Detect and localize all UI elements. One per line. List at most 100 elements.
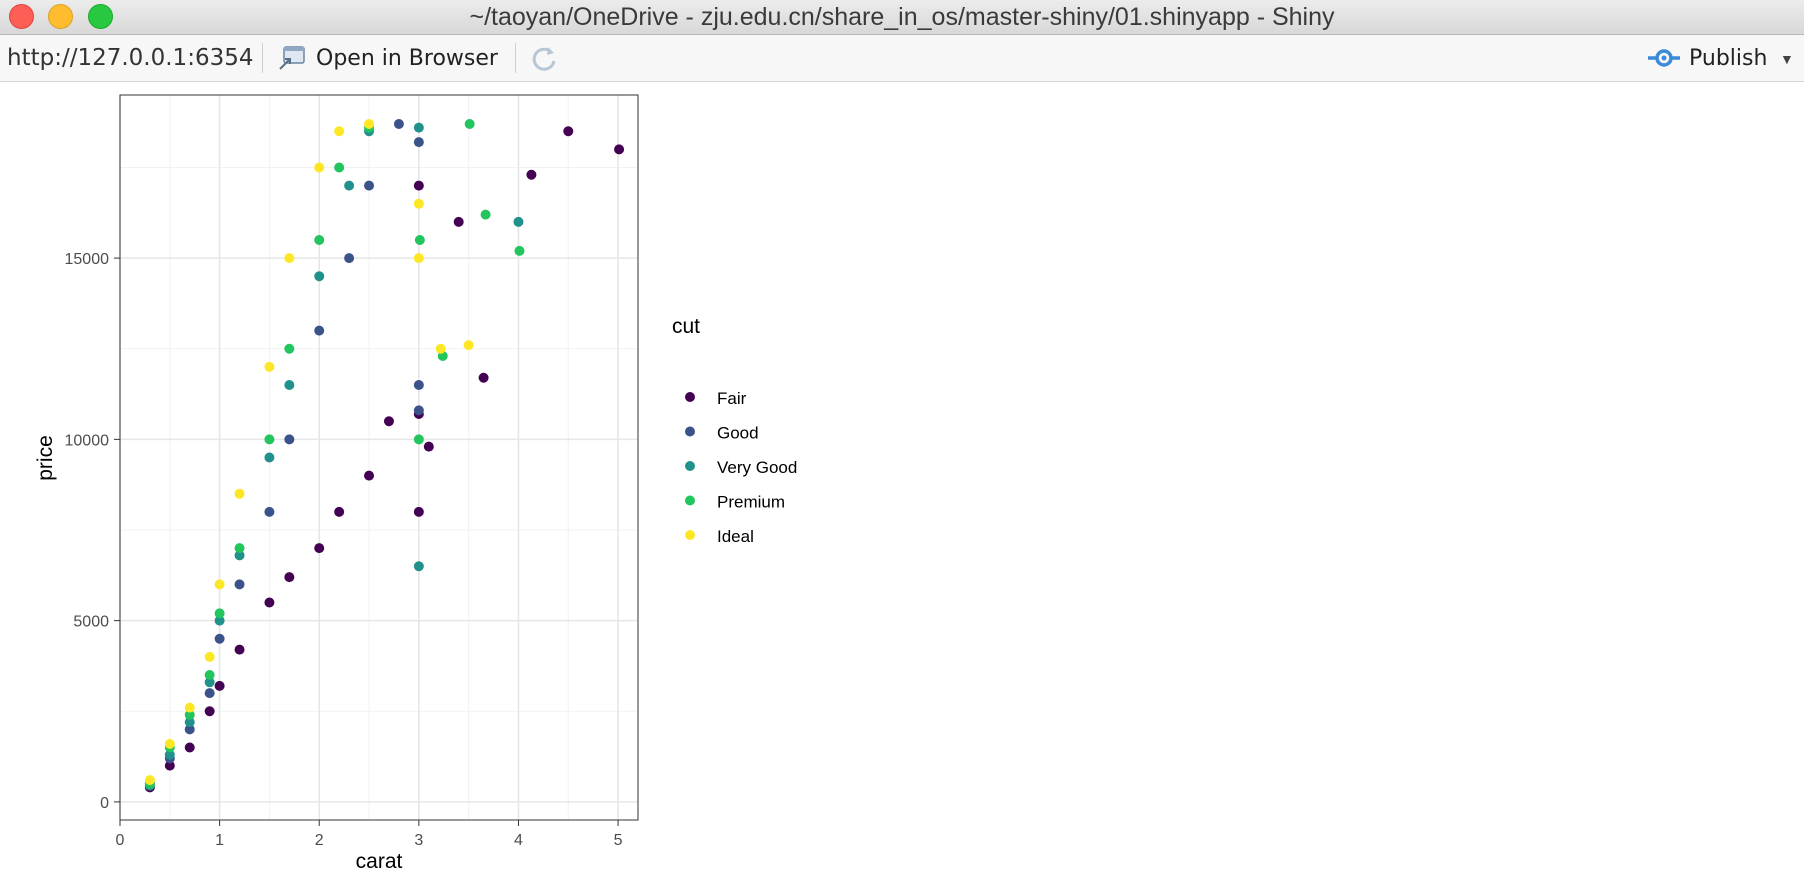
window-titlebar: ~/taoyan/OneDrive - zju.edu.cn/share_in_… [0,0,1804,35]
scatter-plot: 0 1 2 3 4 5 0 5000 10000 15000 carat price cut F… [34,94,797,873]
data-point [204,651,215,662]
data-point [234,488,245,499]
data-point [364,180,375,191]
open-in-browser-label: Open in Browser [316,45,498,71]
data-point [413,434,424,445]
data-point [413,506,424,517]
data-point [184,709,195,720]
toolbar-divider [262,43,263,73]
legend-label: Good [717,424,759,443]
viewer-toolbar: http://127.0.0.1:6354 Open in Browser Pu… [0,35,1804,82]
x-tick-label: 5 [614,832,623,849]
open-in-browser-button[interactable]: Open in Browser [278,40,498,76]
legend-label: Ideal [717,527,754,546]
x-axis: 0 1 2 3 4 5 [116,820,623,849]
data-point [463,340,474,351]
publish-menu-chevron-down-icon[interactable]: ▼ [1780,51,1794,67]
data-point [413,122,424,133]
legend-key [685,530,695,540]
data-point [464,119,475,129]
x-axis-label: carat [356,850,403,873]
data-point [413,180,424,191]
data-point [413,253,424,264]
data-point [413,561,424,572]
data-point [284,572,295,583]
data-point [214,633,225,644]
publish-label: Publish [1689,45,1768,71]
data-point [344,180,355,191]
data-point [563,126,574,137]
y-axis-label: price [34,435,57,481]
data-point [393,119,404,129]
series-very-good [144,122,524,791]
data-point [264,452,275,463]
series-ideal [144,119,474,786]
data-point [514,245,525,256]
data-point [164,749,175,760]
x-tick-label: 1 [215,832,224,849]
data-point [184,742,195,753]
data-point [214,615,225,626]
data-point [364,470,375,481]
data-point [264,434,275,445]
legend-label: Very Good [717,458,797,477]
publish-icon [1648,49,1680,67]
data-point [413,405,424,416]
publish-button[interactable]: Publish [1647,40,1767,76]
data-point [480,209,491,220]
y-tick-label: 5000 [73,614,109,631]
data-point [234,579,245,590]
window-title: ~/taoyan/OneDrive - zju.edu.cn/share_in_… [469,3,1335,31]
data-point [234,550,245,561]
x-tick-label: 2 [315,832,324,849]
legend-key [685,495,695,506]
data-point [214,579,225,590]
data-point [413,198,424,209]
data-point [164,760,175,771]
close-window-button[interactable] [9,4,34,29]
y-tick-label: 10000 [65,432,110,449]
data-point [144,775,155,786]
data-point [214,680,225,691]
data-point [184,724,195,735]
data-point [204,677,215,688]
data-point [314,162,325,173]
data-point [264,597,275,608]
data-point [334,162,345,173]
data-point [314,271,325,282]
data-point [513,216,524,227]
data-point [435,343,446,354]
data-point [284,380,295,390]
refresh-icon[interactable] [529,43,561,75]
x-tick-label: 0 [116,832,125,849]
plot-panel [119,94,639,821]
y-tick-label: 0 [100,795,109,812]
data-point [314,543,325,554]
data-point [204,670,215,680]
data-point [478,372,489,383]
plot-gridlines [119,95,638,820]
open-in-browser-icon [279,46,305,70]
x-tick-label: 4 [514,832,523,849]
data-point [364,119,375,129]
data-point [314,325,325,336]
data-point [334,126,345,137]
y-axis: 0 5000 10000 15000 [65,251,120,812]
data-point [264,506,275,517]
data-point [234,543,245,554]
data-point [413,380,424,390]
legend-label: Fair [717,389,747,408]
data-point [214,608,225,619]
legend-key [685,392,695,402]
data-points [144,119,625,793]
data-point [234,644,245,655]
data-point [453,216,464,227]
legend: cut Fair Good Very Good Premium Ideal [672,315,797,546]
minimize-window-button[interactable] [48,4,73,29]
legend-key [685,426,695,437]
zoom-window-button[interactable] [88,4,113,29]
app-url[interactable]: http://127.0.0.1:6354 [7,45,254,71]
data-point [526,169,537,180]
data-point [284,434,295,445]
legend-label: Premium [717,493,785,512]
